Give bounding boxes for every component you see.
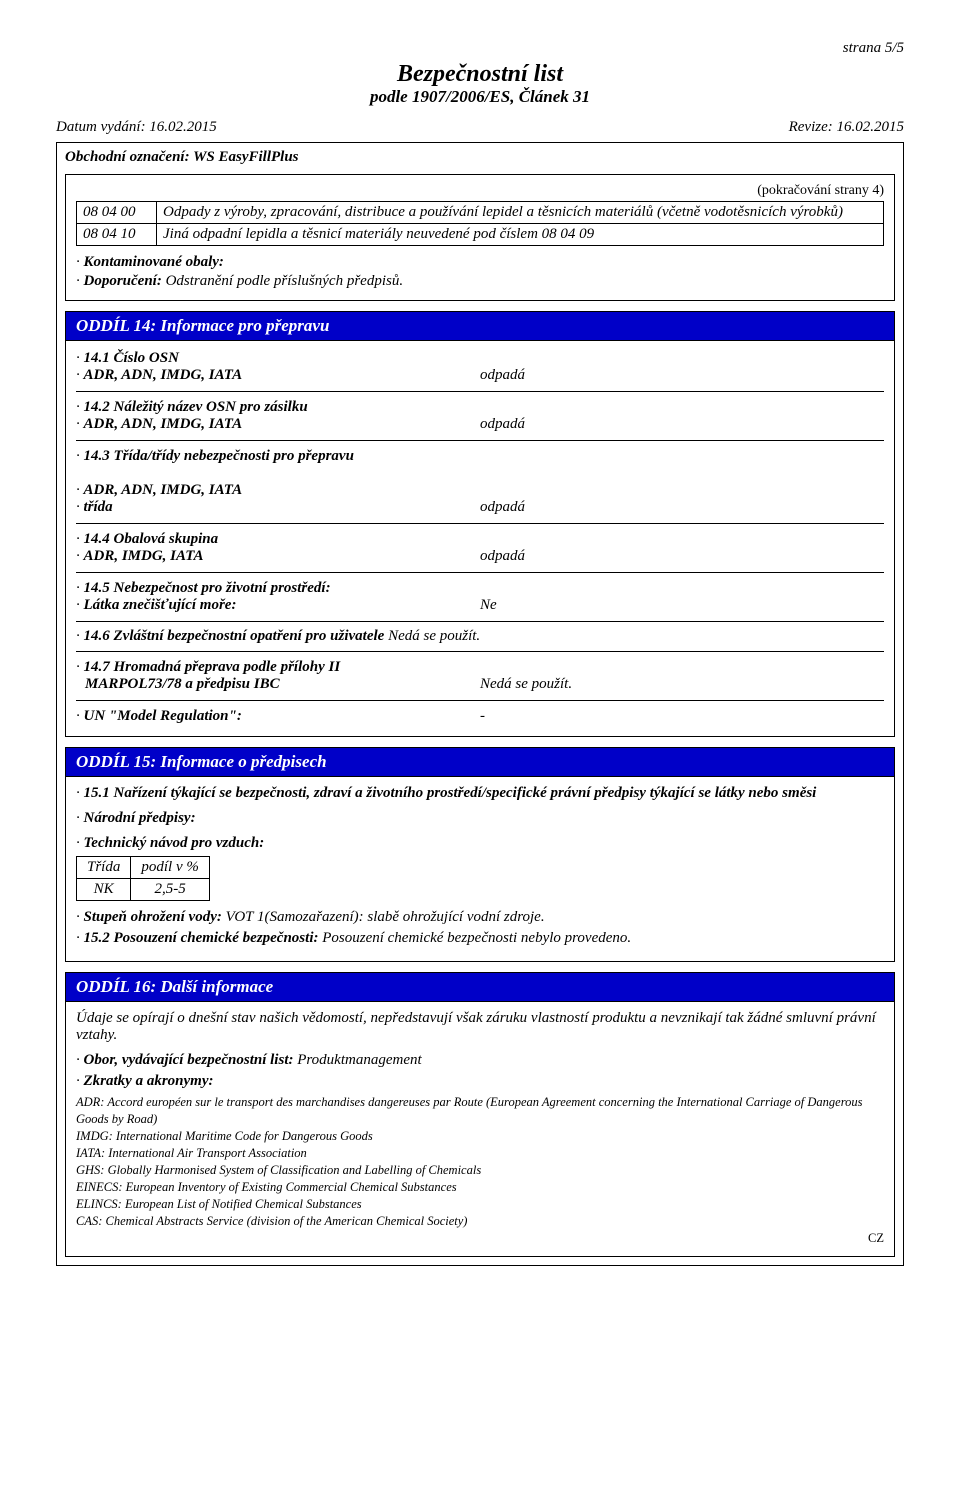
s15-1: · 15.1 Nařízení týkající se bezpečnosti,… (76, 785, 884, 802)
transport-item-value: odpadá (480, 398, 884, 434)
revision-date: Revize: 16.02.2015 (789, 119, 904, 136)
trade-name: Obchodní označení: WS EasyFillPlus (65, 149, 895, 166)
recommendation: · Doporučení: Odstranění podle příslušný… (76, 273, 884, 290)
waste-code-table: 08 04 00 Odpady z výroby, zpracování, di… (76, 201, 884, 246)
issue-date: Datum vydání: 16.02.2015 (56, 119, 217, 136)
transport-item-value: odpadá (480, 447, 884, 517)
outer-frame: Obchodní označení: WS EasyFillPlus (pokr… (56, 142, 904, 1266)
page-indicator: strana 5/5 (56, 40, 904, 57)
document-subtitle: podle 1907/2006/ES, Článek 31 (56, 87, 904, 107)
s15-2: · 15.2 Posouzení chemické bezpečnosti: P… (76, 930, 884, 947)
section-16-box: ODDÍL 16: Další informace Údaje se opíra… (65, 972, 895, 1257)
table-row: 08 04 10 Jiná odpadní lepidla a těsnicí … (77, 224, 884, 246)
abbrev-line: ELINCS: European List of Notified Chemic… (76, 1196, 884, 1213)
s14-7-left: · 14.7 Hromadná přeprava podle přílohy I… (76, 658, 480, 694)
waste-code: 08 04 00 (77, 202, 157, 224)
abbrev-line: EINECS: European Inventory of Existing C… (76, 1179, 884, 1196)
transport-item-value: Ne (480, 579, 884, 615)
issuing-dept: · Obor, vydávající bezpečnostní list: Pr… (76, 1052, 884, 1069)
abbrev-line: IATA: International Air Transport Associ… (76, 1145, 884, 1162)
transport-item-label: · 14.4 Obalová skupina· ADR, IMDG, IATA (76, 530, 480, 566)
section-14-header: ODDÍL 14: Informace pro přepravu (66, 312, 894, 341)
un-model-value: - (480, 707, 884, 726)
un-model-label: · UN "Model Regulation": (76, 707, 480, 726)
national-regs: · Národní předpisy: (76, 810, 884, 827)
section-14-box: ODDÍL 14: Informace pro přepravu · 14.1 … (65, 311, 895, 737)
abbrev-line: IMDG: International Maritime Code for Da… (76, 1128, 884, 1145)
s16-intro: Údaje se opírají o dnešní stav našich vě… (76, 1010, 884, 1044)
transport-item-value: odpadá (480, 530, 884, 566)
transport-item-label: · 14.2 Náležitý název OSN pro zásilku· A… (76, 398, 480, 434)
section-13-continued: (pokračování strany 4) 08 04 00 Odpady z… (65, 174, 895, 301)
water-hazard: · Stupeň ohrožení vody: VOT 1(Samozařaze… (76, 909, 884, 926)
transport-item-label: · 14.5 Nebezpečnost pro životní prostřed… (76, 579, 480, 615)
transport-item-value: odpadá (480, 349, 884, 385)
abbrev-line: ADR: Accord européen sur le transport de… (76, 1094, 884, 1128)
tech-table: Třídapodíl v % NK2,5-5 (76, 856, 210, 901)
section-16-header: ODDÍL 16: Další informace (66, 973, 894, 1002)
abbrev-line: GHS: Globally Harmonised System of Class… (76, 1162, 884, 1179)
country-code: CZ (76, 1231, 884, 1246)
abbrev-label: · Zkratky a akronymy: (76, 1073, 884, 1090)
transport-item-label: · 14.3 Třída/třídy nebezpečnosti pro pře… (76, 447, 480, 517)
s14-6: · 14.6 Zvláštní bezpečnostní opatření pr… (76, 628, 884, 645)
section-15-header: ODDÍL 15: Informace o předpisech (66, 748, 894, 777)
document-title: Bezpečnostní list (56, 61, 904, 87)
waste-desc: Odpady z výroby, zpracování, distribuce … (157, 202, 884, 224)
continuation-note: (pokračování strany 4) (76, 183, 884, 199)
transport-item-label: · 14.1 Číslo OSN· ADR, ADN, IMDG, IATA (76, 349, 480, 385)
s14-7-val: Nedá se použít. (480, 658, 884, 694)
section-15-box: ODDÍL 15: Informace o předpisech · 15.1 … (65, 747, 895, 962)
waste-code: 08 04 10 (77, 224, 157, 246)
waste-desc: Jiná odpadní lepidla a těsnicí materiály… (157, 224, 884, 246)
abbrev-line: CAS: Chemical Abstracts Service (divisio… (76, 1213, 884, 1230)
abbreviations-list: ADR: Accord européen sur le transport de… (76, 1094, 884, 1229)
table-row: 08 04 00 Odpady z výroby, zpracování, di… (77, 202, 884, 224)
tech-guide: · Technický návod pro vzduch: (76, 835, 884, 852)
contaminated-packaging: · Kontaminované obaly: (76, 254, 884, 271)
